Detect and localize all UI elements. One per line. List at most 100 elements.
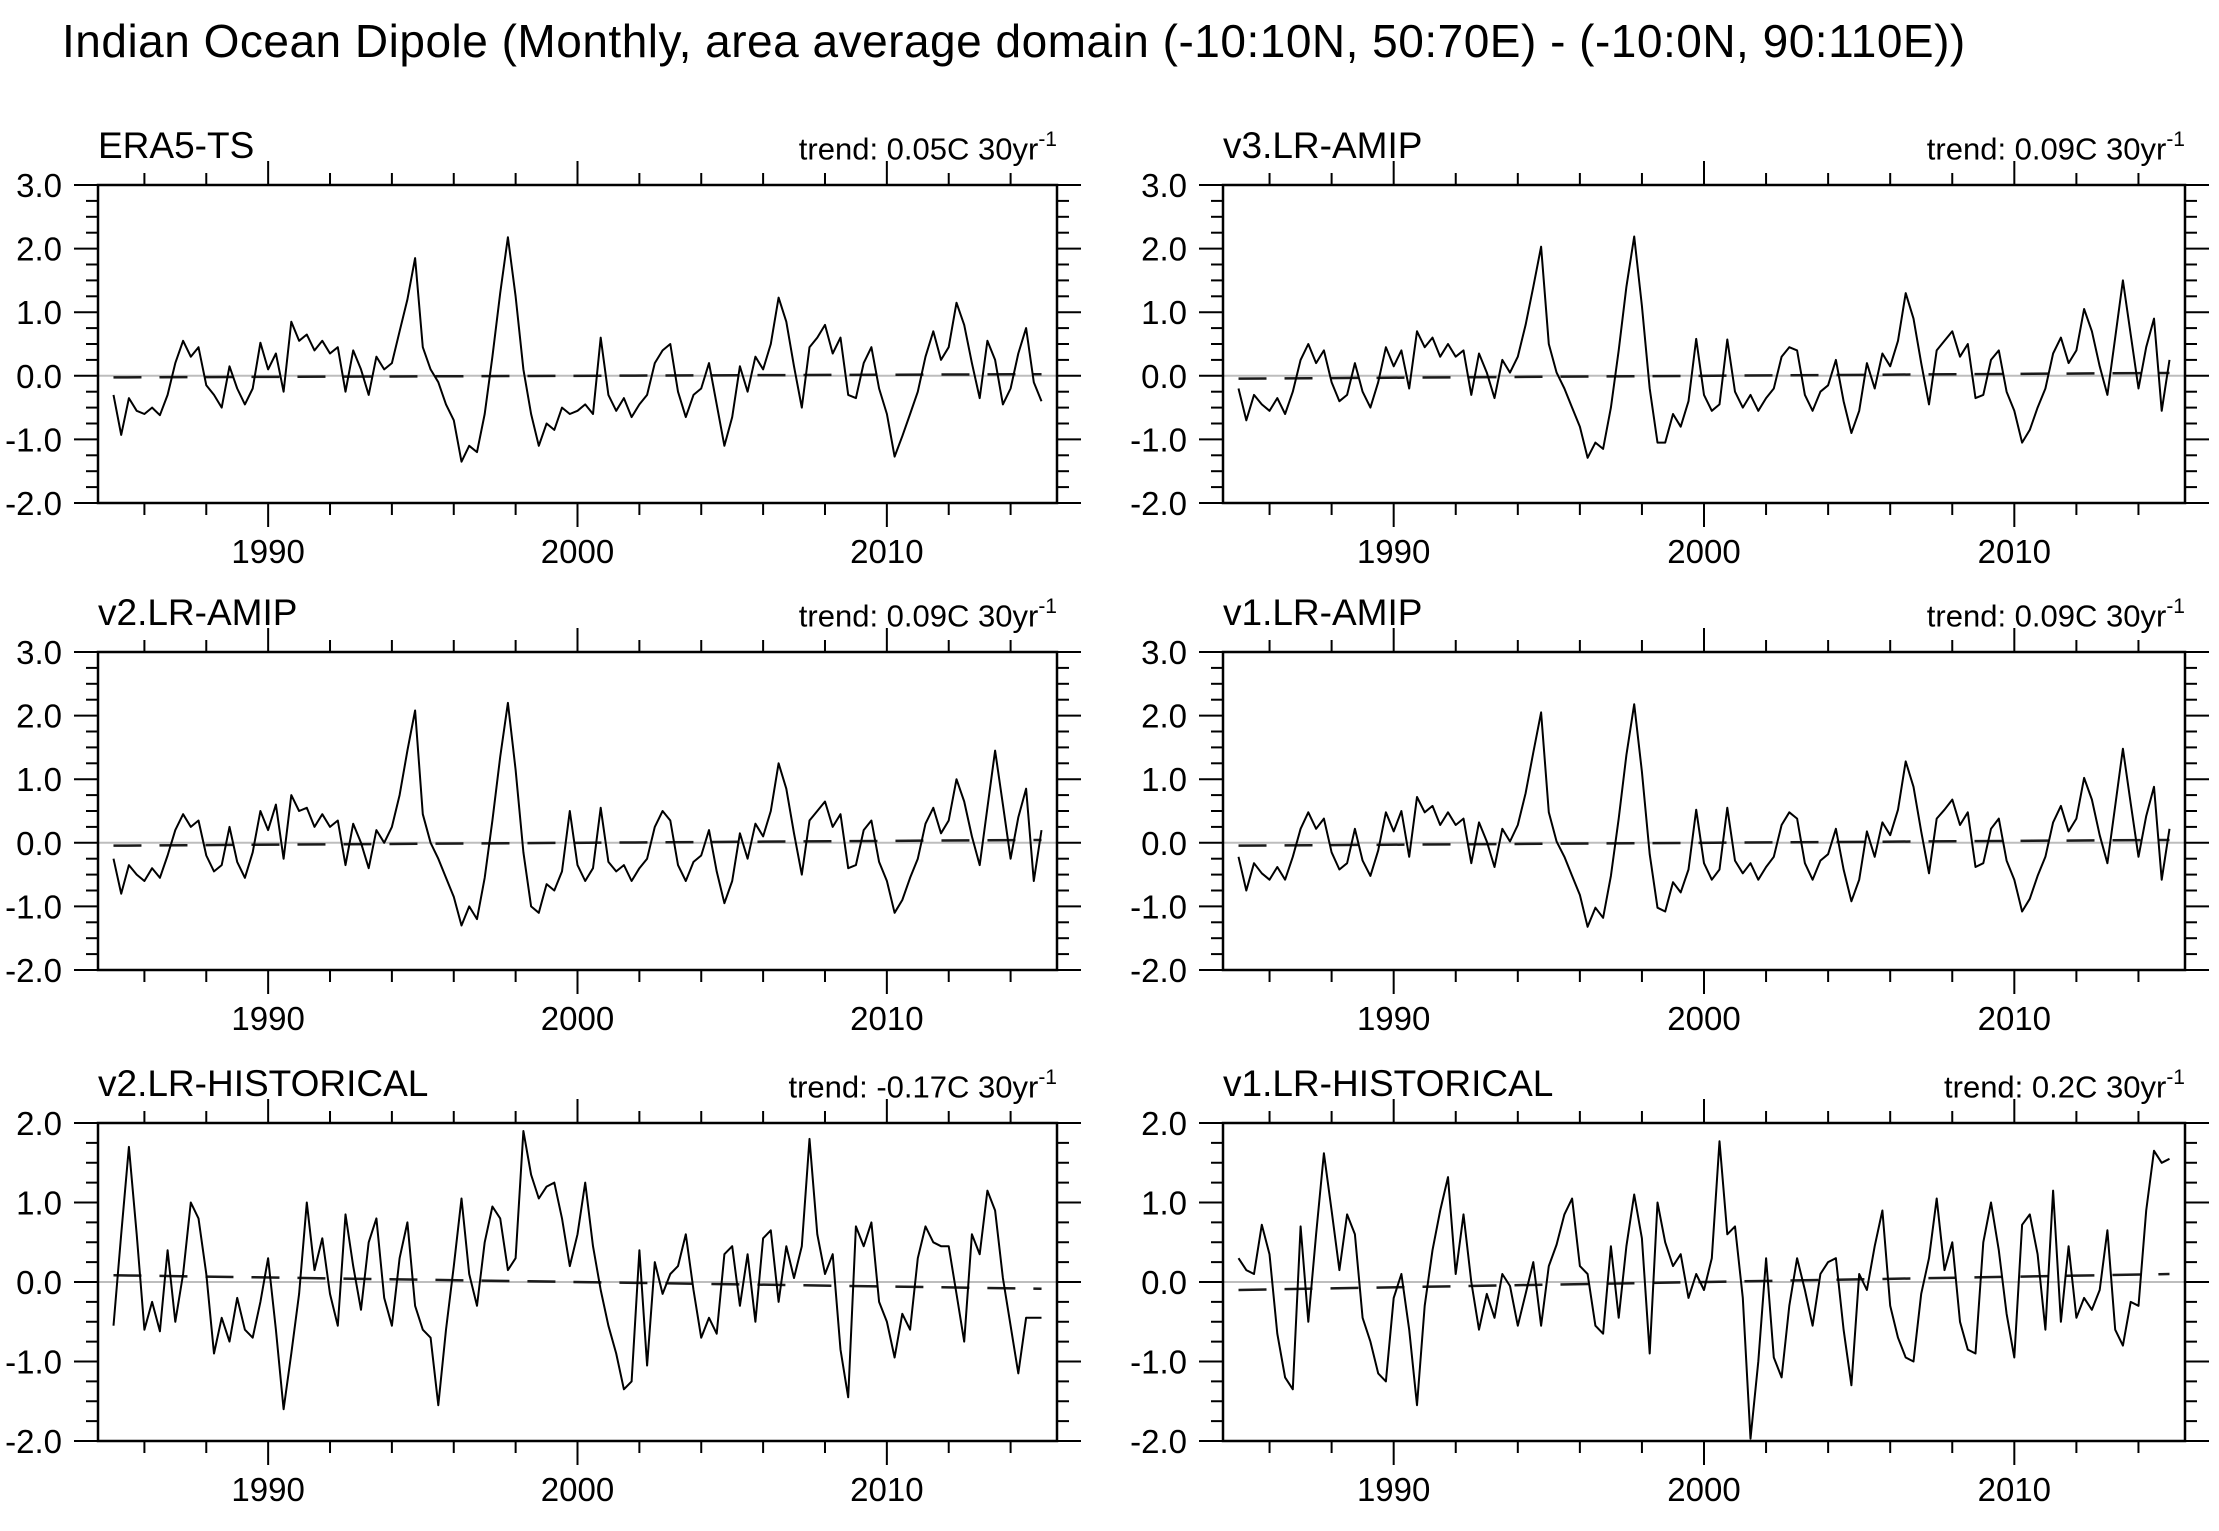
y-tick-label: 0.0 bbox=[16, 825, 62, 862]
x-tick-label: 1990 bbox=[1357, 533, 1430, 570]
x-tick-label: 2000 bbox=[541, 1471, 614, 1508]
x-tick-label: 2000 bbox=[1667, 1000, 1740, 1037]
tick-labels: 1990 2000 2010 2.0 1.0 0.0 -1.0 -2.0 bbox=[5, 1105, 923, 1508]
y-tick-label: 1.0 bbox=[1141, 761, 1187, 798]
series-line bbox=[112, 236, 1043, 463]
y-tick-label: 0.0 bbox=[1141, 358, 1187, 395]
y-tick-label: -1.0 bbox=[5, 421, 62, 458]
x-tick-label: 2000 bbox=[1667, 533, 1740, 570]
panel-label: ERA5-TS bbox=[98, 125, 255, 166]
plot-frame bbox=[96, 650, 1059, 972]
y-tick-label: 2.0 bbox=[1141, 698, 1187, 735]
plot-svg: 1990 2000 2010 2.0 1.0 0.0 -1.0 -2.0 bbox=[1130, 1099, 2209, 1508]
y-tick-label: 3.0 bbox=[1141, 167, 1187, 204]
plot-svg: 1990 2000 2010 3.0 2.0 1.0 0.0 -1.0 -2.0 bbox=[1130, 161, 2209, 570]
trend-text: trend: 0.09C 30yr bbox=[1926, 131, 2167, 167]
trend-text: trend: 0.2C 30yr bbox=[1944, 1069, 2167, 1105]
axis-ticks bbox=[74, 161, 1081, 527]
plot-frame bbox=[1221, 1121, 2187, 1443]
series-line bbox=[112, 701, 1043, 927]
x-tick-label: 2010 bbox=[850, 1471, 923, 1508]
x-tick-label: 2000 bbox=[1667, 1471, 1740, 1508]
y-tick-label: -1.0 bbox=[5, 1344, 62, 1381]
x-tick-label: 2010 bbox=[1978, 1471, 2051, 1508]
x-tick-label: 2000 bbox=[541, 1000, 614, 1037]
x-tick-label: 1990 bbox=[1357, 1000, 1430, 1037]
figure-title: Indian Ocean Dipole (Monthly, area avera… bbox=[62, 15, 1966, 67]
trend-line bbox=[1238, 838, 2170, 847]
trend-line bbox=[1238, 1272, 2170, 1292]
y-tick-label: -1.0 bbox=[1130, 421, 1187, 458]
trend-text: trend: -0.17C 30yr bbox=[788, 1069, 1039, 1105]
trend-annotation: trend: 0.2C 30yr-1 bbox=[1944, 1066, 2185, 1105]
y-tick-label: -1.0 bbox=[1130, 888, 1187, 925]
y-tick-label: 1.0 bbox=[16, 294, 62, 331]
y-tick-label: 0.0 bbox=[1141, 1264, 1187, 1301]
plot-svg: 1990 2000 2010 2.0 1.0 0.0 -1.0 -2.0 bbox=[5, 1099, 1081, 1508]
trend-annotation: trend: 0.09C 30yr-1 bbox=[1926, 595, 2185, 634]
series-line bbox=[1237, 235, 2171, 459]
y-tick-label: 0.0 bbox=[1141, 825, 1187, 862]
tick-labels: 1990 2000 2010 2.0 1.0 0.0 -1.0 -2.0 bbox=[1130, 1105, 2051, 1508]
y-tick-label: 2.0 bbox=[1141, 1105, 1187, 1142]
y-tick-label: -2.0 bbox=[1130, 1423, 1187, 1460]
x-tick-label: 2010 bbox=[850, 533, 923, 570]
trend-text: trend: 0.05C 30yr bbox=[798, 131, 1039, 167]
series-line bbox=[112, 1130, 1042, 1411]
y-tick-label: 3.0 bbox=[16, 634, 62, 671]
panel-v2-lr-historical: v2.LR-HISTORICAL trend: -0.17C 30yr-1 19… bbox=[0, 1021, 1097, 1516]
plot-svg: 1990 2000 2010 3.0 2.0 1.0 0.0 -1.0 -2.0 bbox=[5, 628, 1081, 1037]
tick-labels: 1990 2000 2010 3.0 2.0 1.0 0.0 -1.0 -2.0 bbox=[1130, 634, 2051, 1037]
series-line bbox=[1237, 1140, 2170, 1440]
plot-frame bbox=[1221, 650, 2187, 972]
y-tick-label: 0.0 bbox=[16, 358, 62, 395]
trend-exponent: -1 bbox=[1038, 1066, 1057, 1089]
trend-annotation: trend: 0.09C 30yr-1 bbox=[798, 595, 1057, 634]
axis-ticks bbox=[74, 1099, 1081, 1465]
trend-annotation: trend: -0.17C 30yr-1 bbox=[788, 1066, 1057, 1105]
plot-svg: 1990 2000 2010 3.0 2.0 1.0 0.0 -1.0 -2.0 bbox=[5, 161, 1081, 570]
y-tick-label: -1.0 bbox=[1130, 1344, 1187, 1381]
y-tick-label: 2.0 bbox=[16, 1105, 62, 1142]
trend-exponent: -1 bbox=[2166, 595, 2185, 618]
trend-line bbox=[113, 1273, 1042, 1291]
trend-line bbox=[1238, 371, 2170, 380]
panel-label: v3.LR-AMIP bbox=[1223, 125, 1423, 166]
panel-v3-lr-amip: v3.LR-AMIP trend: 0.09C 30yr-1 1990 2000 2… bbox=[1125, 83, 2219, 578]
x-tick-label: 2010 bbox=[850, 1000, 923, 1037]
y-tick-label: 1.0 bbox=[1141, 294, 1187, 331]
panel-v2-lr-amip: v2.LR-AMIP trend: 0.09C 30yr-1 1990 2000 2… bbox=[0, 550, 1097, 1045]
trend-text: trend: 0.09C 30yr bbox=[1926, 598, 2167, 634]
y-tick-label: 1.0 bbox=[16, 761, 62, 798]
tick-labels: 1990 2000 2010 3.0 2.0 1.0 0.0 -1.0 -2.0 bbox=[1130, 167, 2051, 570]
x-tick-label: 1990 bbox=[231, 1000, 304, 1037]
x-tick-label: 2000 bbox=[541, 533, 614, 570]
y-tick-label: -2.0 bbox=[5, 1423, 62, 1460]
y-tick-label: 2.0 bbox=[1141, 231, 1187, 268]
panel-v1-lr-amip: v1.LR-AMIP trend: 0.09C 30yr-1 1990 2000 2… bbox=[1125, 550, 2219, 1045]
y-tick-label: -2.0 bbox=[5, 952, 62, 989]
plot-frame bbox=[96, 1121, 1059, 1443]
x-tick-label: 1990 bbox=[231, 1471, 304, 1508]
y-tick-label: -2.0 bbox=[5, 485, 62, 522]
y-tick-label: 3.0 bbox=[16, 167, 62, 204]
y-tick-label: -2.0 bbox=[1130, 485, 1187, 522]
y-tick-label: -1.0 bbox=[5, 888, 62, 925]
axis-ticks bbox=[1199, 628, 2209, 994]
x-tick-label: 2010 bbox=[1978, 533, 2051, 570]
series-line bbox=[1237, 703, 2171, 928]
y-tick-label: 1.0 bbox=[1141, 1185, 1187, 1222]
x-tick-label: 1990 bbox=[231, 533, 304, 570]
panel-v1-lr-historical: v1.LR-HISTORICAL trend: 0.2C 30yr-1 1990… bbox=[1125, 1021, 2219, 1516]
x-tick-label: 1990 bbox=[1357, 1471, 1430, 1508]
plot-svg: 1990 2000 2010 3.0 2.0 1.0 0.0 -1.0 -2.0 bbox=[1130, 628, 2209, 1037]
y-tick-label: 2.0 bbox=[16, 231, 62, 268]
trend-text: trend: 0.09C 30yr bbox=[798, 598, 1039, 634]
y-tick-label: 1.0 bbox=[16, 1185, 62, 1222]
panel-label: v2.LR-AMIP bbox=[98, 592, 298, 633]
x-tick-label: 2010 bbox=[1978, 1000, 2051, 1037]
y-tick-label: 2.0 bbox=[16, 698, 62, 735]
axis-ticks bbox=[1199, 161, 2209, 527]
trend-annotation: trend: 0.09C 30yr-1 bbox=[1926, 128, 2185, 167]
tick-labels: 1990 2000 2010 3.0 2.0 1.0 0.0 -1.0 -2.0 bbox=[5, 167, 923, 570]
